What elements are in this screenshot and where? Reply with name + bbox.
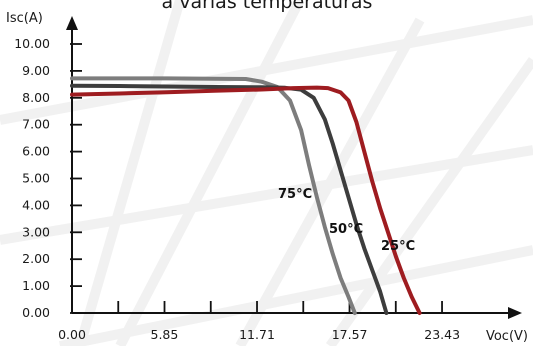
background-stroke [75, 0, 185, 346]
y-tick-label: 7.00 [22, 117, 50, 132]
y-tick-label: 6.00 [22, 144, 50, 159]
y-tick-label: 3.00 [22, 224, 50, 239]
background-stroke [115, 0, 305, 346]
series-labels: 75°C 50°C 25°C [278, 187, 415, 254]
x-tick-label: 23.43 [424, 327, 460, 342]
series-label: 75°C [278, 187, 312, 202]
y-tick-label: 10.00 [14, 36, 50, 51]
series-label: 25°C [381, 239, 415, 254]
series-line [70, 83, 389, 315]
series-label: 50°C [329, 222, 363, 237]
x-axis-arrow [508, 307, 522, 319]
axes: 0.00 1.00 2.00 3.00 4.00 5.00 6.00 7.00 8.00 9.00… [14, 16, 522, 342]
x-tick-label: 0.00 [58, 327, 86, 342]
y-axis-title: Isc(A) [6, 11, 43, 26]
background-stroke [0, 145, 533, 245]
y-tick-label: 2.00 [22, 251, 50, 266]
y-axis-arrow [66, 16, 78, 30]
y-tick-label: 5.00 [22, 171, 50, 186]
x-tick-label: 11.71 [239, 327, 275, 342]
background-stroke [59, 245, 533, 346]
background-stroke [325, 57, 533, 346]
chart-title: a varias temperaturas [162, 0, 373, 13]
y-tick-label: 8.00 [22, 90, 50, 105]
y-tick-label: 1.00 [22, 278, 50, 293]
series-lines [70, 76, 422, 315]
x-tick-label: 5.85 [151, 327, 179, 342]
y-tick-label: 0.00 [22, 305, 50, 320]
background-stroke [0, 15, 533, 125]
y-tick-label: 4.00 [22, 197, 50, 212]
series-line [70, 85, 422, 315]
x-tick-label: 17.57 [332, 327, 368, 342]
y-tick-label: 9.00 [22, 63, 50, 78]
x-axis-title: Voc(V) [486, 329, 528, 344]
series-line [70, 76, 357, 315]
